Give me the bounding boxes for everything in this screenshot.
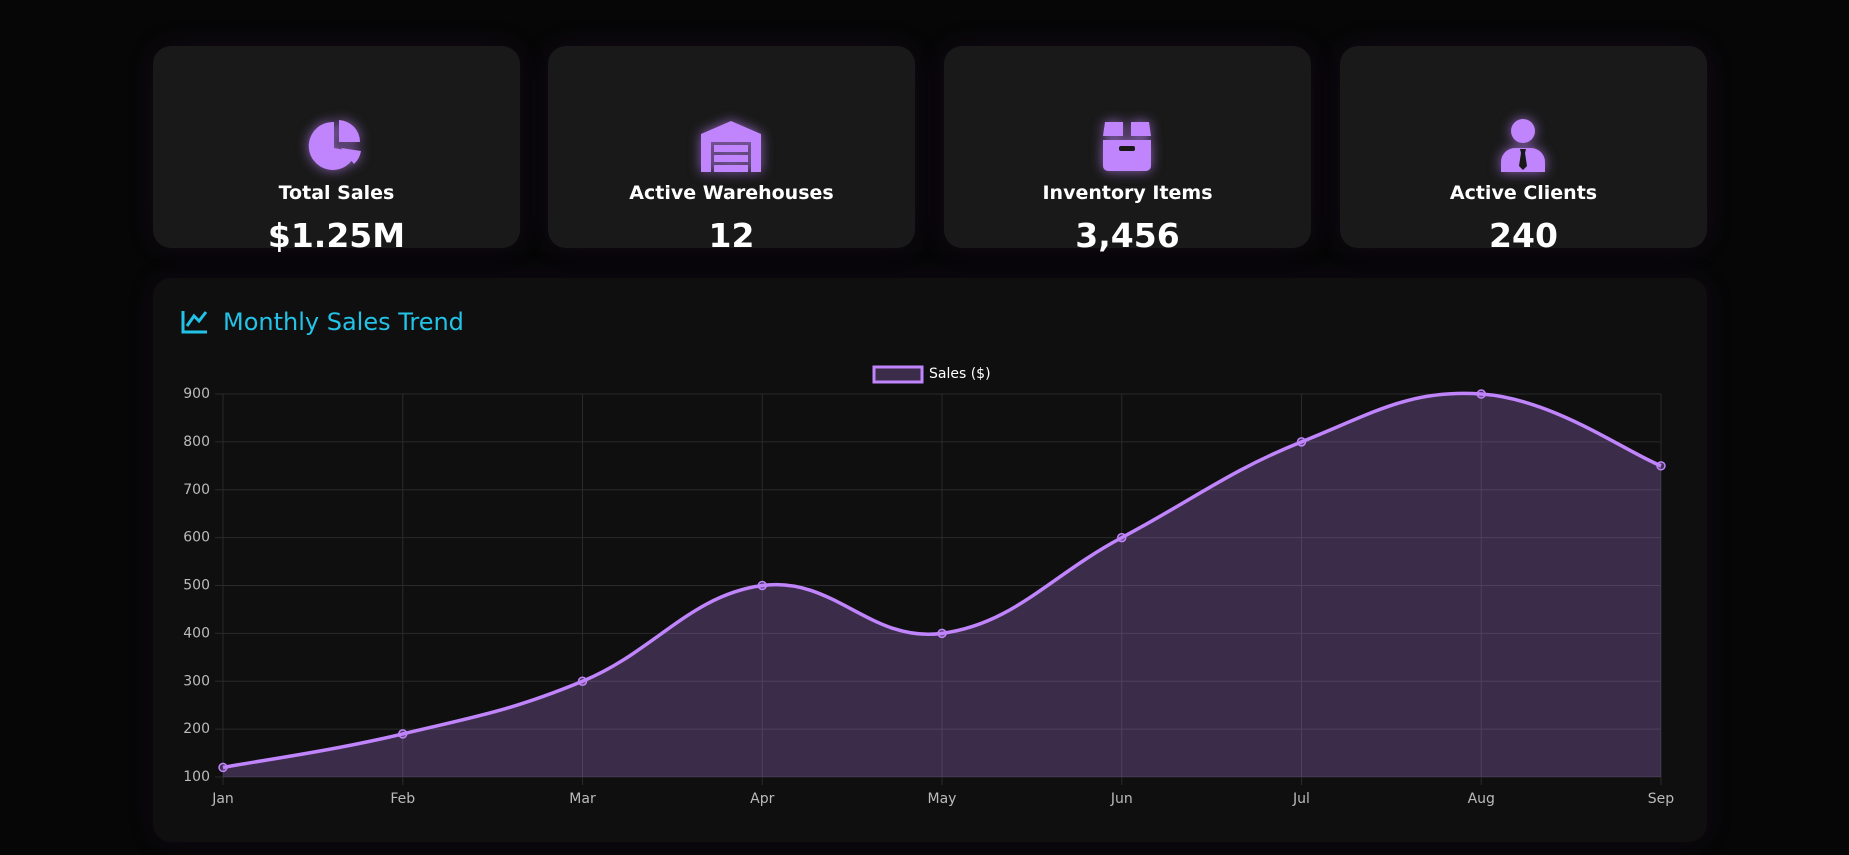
stat-card: Active Warehouses 12 xyxy=(548,46,915,255)
pie-icon xyxy=(308,120,361,170)
x-tick-label: May xyxy=(928,791,957,807)
y-tick-label: 700 xyxy=(183,482,210,498)
chart-title: Monthly Sales Trend xyxy=(223,308,464,336)
y-tick-label: 200 xyxy=(183,721,210,737)
y-tick-label: 400 xyxy=(183,625,210,641)
stat-label: Inventory Items xyxy=(1042,182,1213,204)
x-tick-label: Mar xyxy=(569,791,596,807)
stat-card: Inventory Items 3,456 xyxy=(944,46,1311,255)
point xyxy=(577,676,588,686)
line xyxy=(222,391,1662,770)
stat-label: Total Sales xyxy=(278,182,395,204)
warehouse-icon xyxy=(701,121,761,172)
stat-label: Active Warehouses xyxy=(629,182,834,204)
x-tick-label: Apr xyxy=(750,791,774,807)
legend-label: Sales ($) xyxy=(929,366,991,382)
y-tick-label: 300 xyxy=(183,673,210,689)
y-tick-label: 500 xyxy=(183,578,210,594)
x-tick-label: Feb xyxy=(390,791,415,807)
stat-label: Active Clients xyxy=(1449,182,1598,204)
chart-panel xyxy=(153,278,1707,842)
stat-value: $1.25M xyxy=(267,216,406,255)
point xyxy=(218,762,228,773)
stat-value: 240 xyxy=(1489,216,1558,255)
point xyxy=(1656,461,1666,471)
chart-icon xyxy=(181,311,208,334)
stat-value: 12 xyxy=(708,216,755,255)
stat-card: Active Clients 240 xyxy=(1340,46,1707,255)
x-tick-label: Jan xyxy=(211,791,234,807)
point xyxy=(1296,437,1307,447)
point xyxy=(757,580,767,591)
y-tick-label: 100 xyxy=(183,769,210,785)
x-tick-label: Jul xyxy=(1292,791,1310,807)
area xyxy=(223,393,1661,777)
person-icon xyxy=(1501,119,1545,172)
y-tick-label: 900 xyxy=(183,386,210,402)
x-tick-label: Aug xyxy=(1468,791,1495,807)
legend-swatch xyxy=(872,365,924,384)
stat-value: 3,456 xyxy=(1075,216,1180,255)
stat-card: Total Sales $1.25M xyxy=(153,46,520,255)
point xyxy=(1476,389,1486,399)
point xyxy=(937,628,947,639)
y-tick-label: 600 xyxy=(183,530,210,546)
x-tick-label: Sep xyxy=(1648,791,1675,807)
point xyxy=(1117,532,1127,543)
y-tick-label: 800 xyxy=(183,434,210,450)
x-tick-label: Jun xyxy=(1110,791,1133,807)
point xyxy=(398,729,408,739)
box-icon xyxy=(1103,122,1151,171)
